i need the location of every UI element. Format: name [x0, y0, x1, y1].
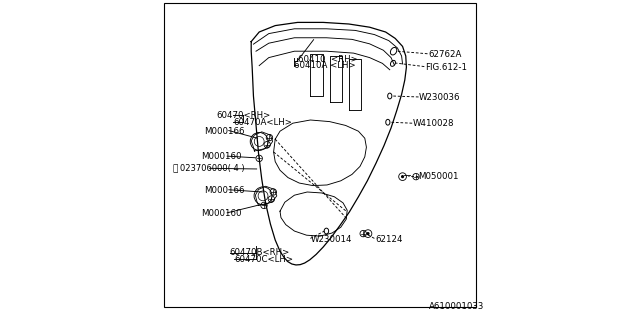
Text: 60470B<RH>: 60470B<RH> — [230, 248, 290, 257]
Text: Ⓝ: Ⓝ — [173, 164, 178, 173]
Text: 60470A<LH>: 60470A<LH> — [233, 118, 292, 127]
Text: 62762A: 62762A — [428, 50, 461, 59]
Circle shape — [366, 232, 370, 235]
Text: M000166: M000166 — [204, 127, 244, 136]
Text: 023706000( 4 ): 023706000( 4 ) — [180, 164, 244, 173]
Text: 60410  <RH>: 60410 <RH> — [298, 55, 357, 64]
Text: 60410A <LH>: 60410A <LH> — [294, 61, 356, 70]
Text: FIG.612-1: FIG.612-1 — [425, 63, 467, 72]
Circle shape — [401, 175, 404, 178]
Text: M000166: M000166 — [204, 186, 244, 195]
Text: A610001033: A610001033 — [429, 302, 484, 311]
Text: W230036: W230036 — [419, 93, 461, 102]
Text: M000160: M000160 — [202, 209, 242, 218]
Text: 60470<RH>: 60470<RH> — [216, 111, 270, 120]
Text: 62124: 62124 — [375, 235, 403, 244]
Text: M000160: M000160 — [202, 152, 242, 161]
Text: M050001: M050001 — [419, 172, 459, 181]
Text: 60470C<LH>: 60470C<LH> — [234, 255, 293, 264]
Text: W230014: W230014 — [311, 235, 353, 244]
Text: W410028: W410028 — [413, 119, 454, 128]
